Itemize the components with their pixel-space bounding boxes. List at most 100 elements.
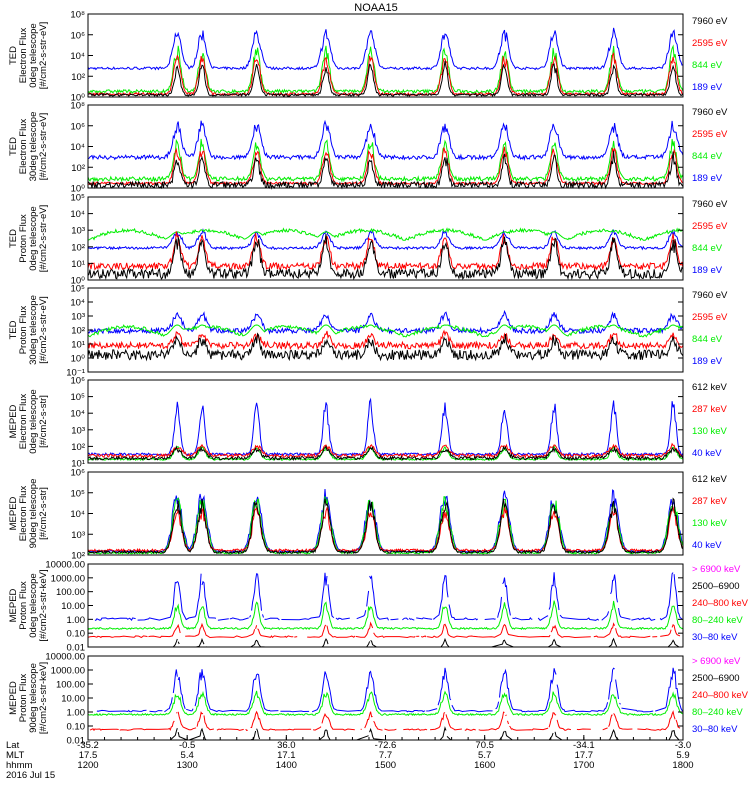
x-tick-label: -0.5: [179, 740, 195, 751]
legend-entry: 189 eV: [692, 265, 723, 276]
legend-entry: 2500–6900: [692, 673, 740, 684]
y-tick-label: 100.00: [56, 680, 85, 691]
date-label: 2016 Jul 15: [6, 770, 55, 781]
series-line: [94, 572, 683, 621]
y-tick-label: 10²: [71, 326, 85, 337]
x-tick-label: 1400: [276, 760, 297, 771]
y-tick-label: 10¹: [71, 459, 85, 470]
series-line: [87, 44, 684, 95]
y-axis-label-line: MEPED: [8, 496, 19, 530]
x-tick-label: 1800: [672, 760, 693, 771]
y-tick-label: 10⁸: [70, 101, 85, 112]
series-line: [87, 233, 684, 281]
series-line: [87, 227, 684, 242]
y-tick-label: 10³: [71, 312, 85, 323]
x-tick-label: -3.0: [675, 740, 691, 751]
panel-frame: [87, 196, 684, 281]
legend-entry: 189 eV: [692, 173, 723, 184]
y-tick-label: 1.00: [67, 708, 86, 719]
series-line: [89, 710, 681, 732]
panel-5: 10⁶ 10⁵ 10⁴ 10³ 10² 10¹ MEPED Electron Flux 0deg…: [8, 376, 728, 470]
series-line: [87, 690, 684, 717]
y-tick-label: 10⁰: [71, 93, 86, 104]
x-tick-label: 17.5: [79, 750, 98, 761]
series-line: [87, 621, 681, 639]
y-axis-label-line: MEPED: [8, 588, 19, 622]
panel-frame: [87, 655, 684, 741]
series-line: [87, 497, 684, 555]
legend-entry: 7960 eV: [692, 290, 728, 301]
y-axis-label-line: [#/cm2-s-str-keV]: [38, 569, 49, 641]
legend-entry: 287 keV: [692, 496, 728, 507]
y-axis-label-line: 0deg telescope: [28, 206, 39, 270]
x-row-label: hhmm: [6, 760, 32, 771]
legend-entry: 40 keV: [692, 540, 722, 551]
legend-entry: 130 keV: [692, 518, 728, 529]
y-tick-label: 10⁴: [70, 509, 85, 520]
y-tick-label: 10²: [71, 242, 85, 253]
legend-entry: 189 eV: [692, 356, 723, 367]
y-axis-label-line: 0deg telescope: [28, 573, 39, 637]
legend-entry: 7960 eV: [692, 107, 728, 118]
y-tick-label: 10⁵: [70, 193, 85, 204]
x-tick-label: 5.9: [676, 750, 689, 761]
y-tick-label: 1000.00: [51, 573, 85, 584]
y-tick-label: 10²: [71, 551, 85, 562]
y-tick-label: 1000.00: [51, 666, 85, 677]
legend-entry: 30–80 keV: [692, 724, 738, 735]
y-tick-label: 100.00: [56, 587, 85, 598]
y-tick-label: 10³: [71, 226, 85, 237]
x-tick-label: 36.0: [277, 740, 296, 751]
legend-entry: 2595 eV: [692, 129, 728, 140]
x-tick-label: -34.1: [573, 740, 595, 751]
panel-frame: [87, 379, 684, 464]
legend-entry: 130 keV: [692, 426, 728, 437]
y-axis-label-line: 90deg telescope: [28, 479, 39, 549]
panel-6: 10⁶ 10⁵ 10⁴ 10³ 10² MEPED Electron Flux 90deg t…: [8, 468, 728, 562]
y-tick-label: 10000.00: [45, 652, 85, 663]
y-axis-label-line: MEPED: [8, 404, 19, 438]
y-tick-label: 10⁶: [71, 121, 86, 132]
series-line: [87, 138, 684, 183]
x-tick-label: 7.7: [379, 750, 392, 761]
legend-entry: 189 eV: [692, 82, 723, 93]
y-tick-label: 10⁰: [71, 354, 86, 365]
y-axis-label-line: 30deg telescope: [28, 295, 39, 365]
series-line: [87, 445, 684, 462]
y-tick-label: 1.00: [67, 615, 86, 626]
x-tick-label: 17.7: [575, 750, 594, 761]
y-axis-label-line: [#/cm2-s-str]: [38, 487, 49, 540]
panel-3: 10⁵ 10⁴ 10³ 10² 10¹ 10⁰ TED Proton Flux 0deg tel…: [8, 193, 728, 287]
series-line: [87, 496, 684, 555]
x-row-label: Lat: [6, 740, 20, 751]
y-axis-label-line: 0deg telescope: [28, 23, 39, 87]
y-axis-label-line: [#/cm2-s-str-eV]: [38, 113, 49, 181]
y-axis-label-line: MEPED: [8, 681, 19, 715]
legend-entry: 287 keV: [692, 404, 728, 415]
x-tick-label: 5.4: [181, 750, 194, 761]
y-tick-label: 10.00: [61, 694, 85, 705]
chart-title: NOAA15: [354, 2, 397, 14]
series-line: [87, 600, 684, 631]
y-axis-label-line: Proton Flux: [18, 581, 29, 630]
series-line: [96, 667, 684, 713]
panel-4: 10⁵ 10⁴ 10³ 10² 10¹ 10⁰ 10⁻¹ TED Proton Flux 30de…: [8, 284, 728, 379]
legend-entry: 80–240 keV: [692, 615, 743, 626]
x-tick-label: 70.5: [475, 740, 494, 751]
y-tick-label: 10³: [71, 425, 85, 436]
series-line: [87, 332, 684, 362]
panel-1: 10⁸ 10⁶ 10⁴ 10² 10⁰ TED Electron Flux 0deg tele…: [8, 10, 728, 104]
y-tick-label: 0.01: [67, 643, 86, 654]
series-line: [87, 329, 684, 351]
legend-entry: 844 eV: [692, 60, 723, 71]
x-tick-label: 1200: [77, 760, 98, 771]
y-tick-label: 10000.00: [45, 560, 85, 571]
y-axis-label-line: 30deg telescope: [28, 112, 39, 182]
series-line: [87, 119, 684, 161]
y-tick-label: 10⁻¹: [66, 368, 85, 379]
legend-entry: 844 eV: [692, 334, 723, 345]
x-tick-label: 1700: [573, 760, 594, 771]
